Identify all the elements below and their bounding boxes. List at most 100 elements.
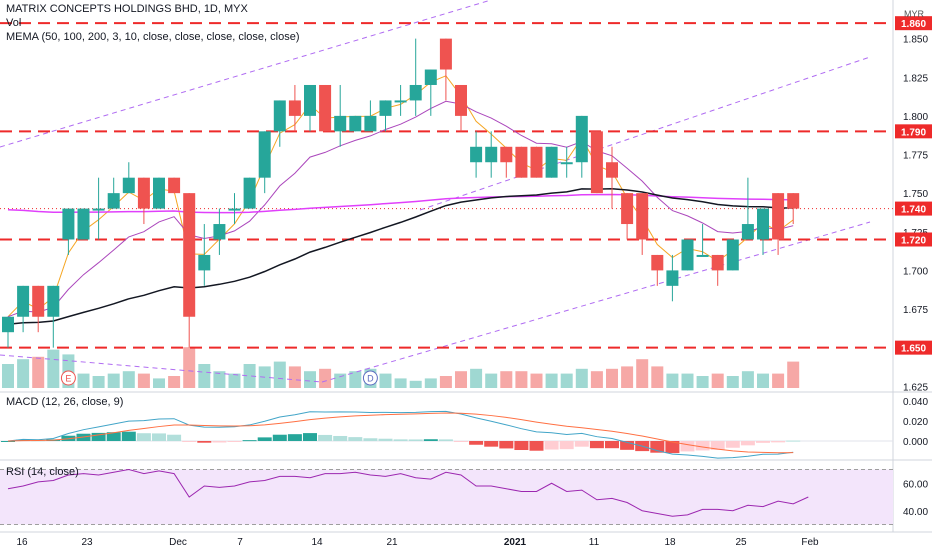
candle-body xyxy=(741,224,754,240)
macd-histogram-bar xyxy=(408,439,423,441)
volume-bar xyxy=(213,371,226,388)
volume-bar xyxy=(726,376,739,388)
volume-bar xyxy=(666,373,679,388)
time-tick-label: 25 xyxy=(735,537,747,548)
macd-tick-label: 0.000 xyxy=(903,437,928,448)
macd-histogram-bar xyxy=(695,441,710,451)
macd-histogram-bar xyxy=(725,441,740,448)
time-tick-label: 18 xyxy=(664,537,676,548)
candle-body xyxy=(273,100,286,132)
candle-body xyxy=(319,84,332,132)
macd-histogram-bar xyxy=(650,441,665,453)
macd-histogram-bar xyxy=(665,441,680,454)
volume-legend: Vol xyxy=(6,17,22,29)
price-tick-label: 1.750 xyxy=(903,189,928,200)
volume-bar xyxy=(424,378,437,388)
candle-body xyxy=(485,146,498,163)
macd-histogram-bar xyxy=(771,441,786,443)
volume-bar xyxy=(439,376,452,388)
event-marker-e xyxy=(60,370,76,386)
time-tick-label: 14 xyxy=(311,537,323,548)
price-tick-label: 1.800 xyxy=(903,112,928,123)
candle-body xyxy=(17,285,30,317)
time-axis[interactable]: 16 23 Dec 7 14 21 2021 11 18 25 Feb xyxy=(16,537,819,548)
channel-line xyxy=(0,0,492,148)
macd-histogram-bar xyxy=(544,441,559,450)
macd-histogram-bar xyxy=(91,432,106,441)
price-tag-label: 1.720 xyxy=(901,235,926,246)
macd-tick-label: 0.040 xyxy=(903,397,928,408)
candle-body xyxy=(424,69,437,85)
volume-bar xyxy=(530,373,543,388)
price-tick-label: 1.625 xyxy=(903,382,928,393)
volume-bar xyxy=(17,359,30,388)
currency-label: MYR xyxy=(904,9,924,19)
volume-bar xyxy=(243,364,256,388)
rsi-tick-label: 60.00 xyxy=(903,479,928,490)
candle-body xyxy=(32,285,45,317)
candle-body xyxy=(92,208,105,211)
macd-histogram-bar xyxy=(1,441,15,442)
time-tick-label: 16 xyxy=(16,537,28,548)
volume-bar xyxy=(47,349,60,388)
candle-body xyxy=(439,38,452,70)
candle-body xyxy=(183,193,196,317)
symbol-title: MATRIX CONCEPTS HOLDINGS BHD, 1D, MYX xyxy=(6,3,248,15)
macd-histogram-bar xyxy=(121,431,136,441)
volume-bar xyxy=(183,347,196,388)
price-axis[interactable]: 1.8501.8251.8001.7751.7501.7251.7001.675… xyxy=(895,16,932,518)
volume-bar xyxy=(304,371,316,388)
volume-bar xyxy=(379,373,392,388)
volume-bar xyxy=(772,373,785,388)
macd-histogram-bar xyxy=(574,441,589,447)
macd-histogram-bar xyxy=(559,441,574,450)
macd-histogram-bar xyxy=(680,441,695,452)
volume-bar xyxy=(696,376,709,388)
macd-histogram-bar xyxy=(378,438,393,441)
candle-body xyxy=(379,100,392,116)
price-tick-label: 1.825 xyxy=(903,73,928,84)
macd-histogram-bar xyxy=(454,441,468,442)
price-tag-label: 1.650 xyxy=(901,344,926,355)
volume-bar xyxy=(757,373,769,388)
volume-bar xyxy=(228,373,241,388)
macd-histogram-bar xyxy=(242,440,257,442)
candle-body xyxy=(304,84,316,116)
volume-bar xyxy=(349,371,362,388)
volume-bar xyxy=(575,368,588,388)
volume-bar xyxy=(77,373,90,388)
time-tick-label: 11 xyxy=(589,537,600,548)
candle-body xyxy=(394,100,407,103)
volume-bar xyxy=(711,373,724,388)
volume-bar xyxy=(515,371,528,388)
event-marker-label: D xyxy=(367,374,374,384)
volume-bar xyxy=(500,371,513,388)
trend-channel-lines xyxy=(0,0,871,383)
rsi-tick-label: 40.00 xyxy=(903,507,928,518)
volume-bar xyxy=(32,356,45,388)
volume-bar xyxy=(394,378,407,388)
volume-bar xyxy=(153,378,165,388)
candle-body xyxy=(666,270,679,286)
volume-bar xyxy=(621,366,634,388)
macd-histogram-bar xyxy=(393,439,408,441)
macd-histogram-bar xyxy=(152,433,166,441)
candle-body xyxy=(787,193,800,209)
ema-10-line xyxy=(7,100,794,318)
price-tag-bg xyxy=(895,340,932,355)
volume-bar xyxy=(590,371,603,388)
mema-legend: MEMA (50, 100, 200, 3, 10, close, close,… xyxy=(6,31,300,43)
macd-histogram-bar xyxy=(212,441,227,443)
macd-line xyxy=(7,410,794,459)
macd-histogram-bar xyxy=(710,441,725,450)
candle-body xyxy=(455,84,467,116)
time-tick-label: 2021 xyxy=(504,537,527,548)
price-tag-bg xyxy=(895,201,932,216)
macd-legend: MACD (12, 26, close, 9) xyxy=(6,396,124,408)
candle-body xyxy=(137,177,150,209)
volume-bar xyxy=(560,373,573,388)
macd-histogram-bar xyxy=(287,434,302,441)
macd-tick-label: 0.020 xyxy=(903,417,928,428)
macd-histogram-bar xyxy=(740,441,755,446)
